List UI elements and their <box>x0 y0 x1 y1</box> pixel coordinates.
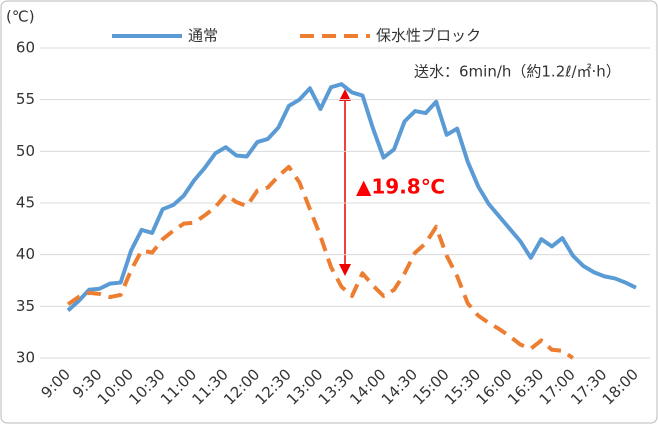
series-line <box>66 82 637 312</box>
series-line <box>66 164 575 360</box>
y-tick-label: 30 <box>16 349 35 367</box>
legend-label: 保水性ブロック <box>376 27 481 45</box>
annotation: 送水：6min/h（約1.2ℓ/㎡·h） <box>414 63 621 81</box>
y-axis-label: (℃) <box>6 8 35 26</box>
y-tick-label: 60 <box>16 39 35 57</box>
y-tick-label: 55 <box>16 90 35 108</box>
y-tick-label: 50 <box>16 142 35 160</box>
annotation: ▲19.8℃ <box>356 175 445 199</box>
y-tick-label: 40 <box>16 245 35 263</box>
legend-label: 通常 <box>188 27 218 45</box>
y-tick-label: 35 <box>16 297 35 315</box>
y-tick-label: 45 <box>16 194 35 212</box>
